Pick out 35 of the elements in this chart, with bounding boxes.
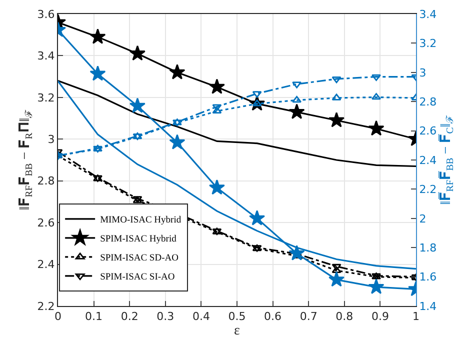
x-tick-label: 0.5 xyxy=(228,310,246,324)
x-tick-label: 0.6 xyxy=(264,310,282,324)
y-tick-label: 3.4 xyxy=(37,50,55,63)
y2-tick-label: 2.6 xyxy=(419,124,437,138)
x-tick-label: 0.9 xyxy=(371,310,389,324)
x-tick-label: 0.8 xyxy=(336,310,354,324)
y2-tick-label: 2.2 xyxy=(419,183,437,196)
y2-tick-label: 2.4 xyxy=(419,154,437,167)
legend-label: MIMO-ISAC Hybrid xyxy=(100,216,182,226)
x-axis-title: ε xyxy=(234,324,240,338)
y2-tick-label: 1.4 xyxy=(419,300,437,313)
legend-label: SPIM-ISAC SD-AO xyxy=(100,254,179,264)
y-tick-label: 3 xyxy=(48,132,55,146)
y2-tick-label: 3.4 xyxy=(419,8,437,21)
x-tick-label: 0.4 xyxy=(192,310,210,324)
y2-tick-label: 1.6 xyxy=(419,270,437,284)
legend-label: SPIM-ISAC SI-AO xyxy=(100,272,175,283)
y-tick-label: 2.2 xyxy=(37,300,55,313)
y-tick-label: 3.6 xyxy=(37,8,55,21)
x-tick-label: 0 xyxy=(54,310,62,324)
y2-tick-label: 1.8 xyxy=(419,241,437,254)
x-tick-label: 0.1 xyxy=(85,310,103,324)
y-tick-label: 3.2 xyxy=(37,91,55,104)
y-tick-label: 2.8 xyxy=(37,174,55,188)
x-tick-label: 0.7 xyxy=(300,310,318,324)
y2-tick-label: 3 xyxy=(419,66,426,80)
y2-tick-label: 2 xyxy=(419,212,426,226)
y2-tick-label: 2.8 xyxy=(419,95,437,108)
x-tick-label: 1 xyxy=(412,310,420,324)
legend-label: SPIM-ISAC Hybrid xyxy=(100,234,177,245)
y-tick-label: 2.6 xyxy=(37,216,55,230)
y-tick-label: 2.4 xyxy=(37,258,55,272)
y2-tick-label: 3.2 xyxy=(419,37,437,50)
x-tick-label: 0.3 xyxy=(156,310,174,324)
x-tick-label: 0.2 xyxy=(120,310,138,324)
